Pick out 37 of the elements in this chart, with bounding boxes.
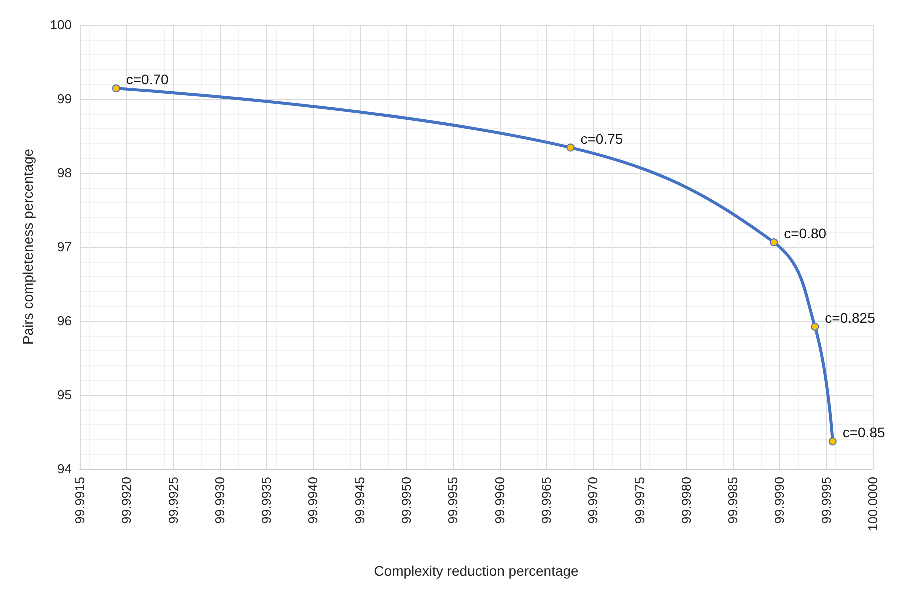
annotation: c=0.85 <box>842 424 886 441</box>
annotation: c=0.70 <box>126 72 170 88</box>
y-tick-label: 97 <box>58 240 72 254</box>
annotation: c=0.825 <box>825 310 876 326</box>
x-tick-label: 99.9930 <box>212 477 228 524</box>
x-tick-label: 99.9920 <box>119 477 134 524</box>
y-tick-label: 98 <box>58 166 72 180</box>
y-tick-label: 95 <box>58 388 72 402</box>
x-tick-label: 99.9935 <box>259 477 274 524</box>
point <box>828 438 837 446</box>
x-tick-label: 99.9995 <box>818 477 834 524</box>
annotation: c=0.80 <box>784 226 827 242</box>
x-tick-label: 99.9970 <box>586 477 601 524</box>
x-tick-label: 99.9950 <box>399 477 414 524</box>
x-axis-title: Complexity reduction percentage <box>374 563 580 579</box>
x-tick-label: 99.9915 <box>72 477 88 524</box>
x-tick-label: 100.0000 <box>866 477 880 532</box>
x-tick-label: 99.9955 <box>446 477 461 524</box>
x-tick-label: 99.9925 <box>166 477 181 524</box>
x-tick-label: 99.9960 <box>492 477 508 524</box>
point <box>112 84 120 93</box>
x-tick-label: 99.9965 <box>538 477 554 524</box>
x-tick-label: 99.9990 <box>772 477 788 524</box>
y-tick-label: 94 <box>58 462 72 476</box>
y-tick-label: 99 <box>58 92 72 106</box>
x-tick-label: 99.9945 <box>352 477 368 524</box>
point <box>566 144 575 152</box>
annotation: c=0.75 <box>580 130 624 147</box>
y-tick-label: 96 <box>58 314 72 328</box>
point <box>770 238 778 247</box>
point <box>811 322 820 331</box>
y-axis-title: Pairs completeness percentage <box>20 148 36 346</box>
y-tick-label: 100 <box>50 18 72 32</box>
x-tick-label: 99.9975 <box>632 477 648 524</box>
x-tick-label: 99.9980 <box>678 477 694 524</box>
x-tick-label: 99.9940 <box>306 477 321 524</box>
x-tick-label: 99.9985 <box>726 477 741 524</box>
